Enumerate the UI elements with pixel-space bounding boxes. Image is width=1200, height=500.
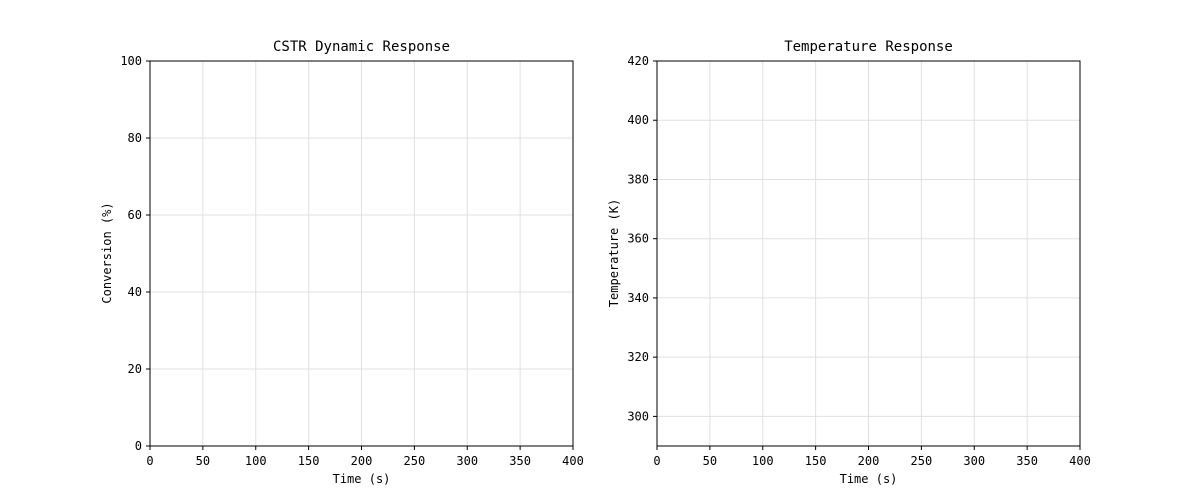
conversion-chart: CSTR Dynamic Response Time (s) Conversio… <box>100 39 584 486</box>
y-tick-label: 0 <box>135 439 142 453</box>
ticks: 0 50 100 150 200 250 300 350 400 300 320 340 360 380 4… <box>627 54 1091 468</box>
x-tick-label: 50 <box>703 454 717 468</box>
grid <box>149 60 574 447</box>
x-tick-label: 250 <box>911 454 933 468</box>
temperature-chart: Temperature Response Time (s) Temperatur… <box>607 39 1091 486</box>
plot-frame <box>656 60 1081 447</box>
x-tick-label: 0 <box>146 454 153 468</box>
x-tick-label: 100 <box>752 454 774 468</box>
y-tick-label: 40 <box>128 285 142 299</box>
x-tick-label: 50 <box>196 454 210 468</box>
x-tick-label: 200 <box>351 454 373 468</box>
y-tick-label: 100 <box>120 54 142 68</box>
y-tick-label: 340 <box>627 291 649 305</box>
chart-title: CSTR Dynamic Response <box>273 39 450 55</box>
y-tick-label: 360 <box>627 232 649 246</box>
x-axis-label: Time (s) <box>840 472 898 486</box>
plot-frame <box>149 60 574 447</box>
ticks: 0 50 100 150 200 250 300 350 400 0 20 40 60 80 100 <box>120 54 584 468</box>
y-tick-label: 60 <box>128 208 142 222</box>
x-tick-label: 150 <box>805 454 827 468</box>
x-tick-label: 100 <box>245 454 267 468</box>
x-tick-label: 0 <box>653 454 660 468</box>
y-tick-label: 80 <box>128 131 142 145</box>
y-tick-label: 420 <box>627 54 649 68</box>
y-tick-label: 380 <box>627 172 649 186</box>
x-tick-label: 400 <box>562 454 584 468</box>
x-tick-label: 350 <box>509 454 531 468</box>
x-tick-label: 400 <box>1069 454 1091 468</box>
x-tick-label: 250 <box>404 454 426 468</box>
x-tick-label: 300 <box>963 454 985 468</box>
chart-title: Temperature Response <box>784 39 953 55</box>
x-tick-label: 150 <box>298 454 320 468</box>
y-tick-label: 320 <box>627 350 649 364</box>
y-tick-label: 400 <box>627 113 649 127</box>
y-axis-label: Conversion (%) <box>100 202 114 303</box>
y-axis-label: Temperature (K) <box>607 199 621 307</box>
x-tick-label: 200 <box>858 454 880 468</box>
x-tick-label: 300 <box>456 454 478 468</box>
y-tick-label: 300 <box>627 409 649 423</box>
x-axis-label: Time (s) <box>333 472 391 486</box>
x-tick-label: 350 <box>1016 454 1038 468</box>
y-tick-label: 20 <box>128 362 142 376</box>
grid <box>656 60 1081 446</box>
